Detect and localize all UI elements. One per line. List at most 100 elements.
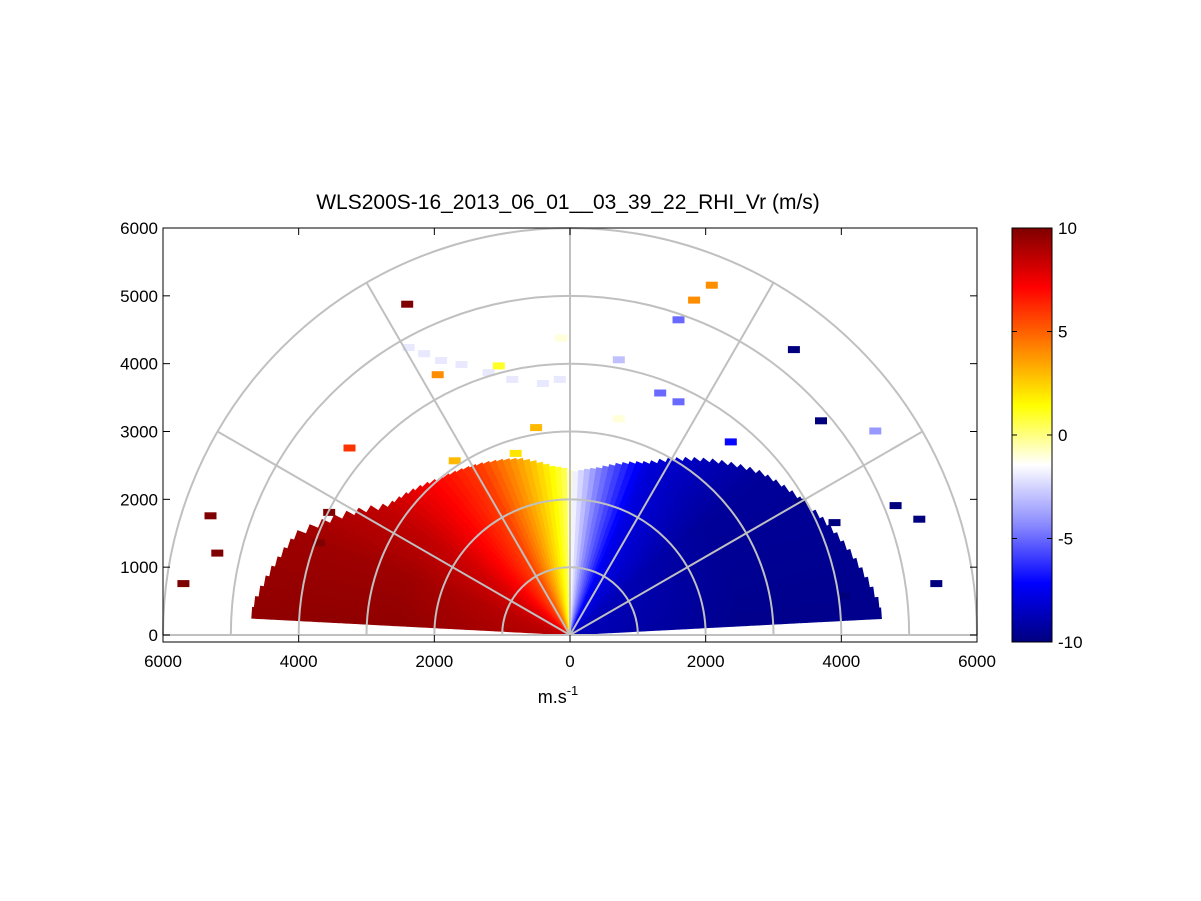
field-cell (731, 619, 740, 627)
field-cell (751, 611, 760, 620)
field-cell (274, 556, 283, 569)
field-cell (542, 463, 550, 468)
x-axis-label-base: m.s (538, 687, 567, 707)
field-cell (554, 466, 562, 474)
field-cell (564, 532, 569, 541)
field-cell (671, 625, 679, 631)
scatter-point (869, 427, 882, 435)
azimuth-spoke (569, 430, 923, 636)
field-cell (572, 485, 579, 494)
field-cell (346, 607, 355, 617)
scatter-point (612, 415, 625, 423)
field-cell (777, 600, 786, 610)
scatter-point (492, 362, 505, 370)
scatter-point (402, 344, 415, 352)
field-cell (551, 485, 558, 494)
scatter-point (177, 580, 190, 588)
field-cell (806, 613, 815, 623)
field-cell (319, 604, 328, 615)
field-cell (596, 631, 605, 634)
scatter-point (343, 444, 356, 452)
field-cell (571, 512, 577, 521)
field-cell (571, 519, 577, 527)
field-cell (258, 607, 267, 620)
field-cell (723, 609, 732, 617)
colorbar-gradient (1011, 227, 1053, 643)
field-cell (278, 609, 287, 621)
field-cell (657, 626, 666, 631)
colorbar-tick-label: -10 (1058, 633, 1083, 652)
field-cell (251, 606, 260, 620)
field-cell (544, 473, 552, 482)
colorbar: 10 5 0 -5 -10 (1011, 219, 1083, 652)
field-cell (378, 503, 388, 514)
field-cell (825, 602, 834, 613)
scatter-point (313, 539, 325, 547)
y-tick-label: 2000 (120, 490, 158, 509)
field-cell (560, 533, 566, 541)
field-cell (285, 599, 295, 612)
field-cell (758, 617, 767, 626)
field-cell (792, 614, 801, 624)
field-cell (271, 608, 280, 621)
field-cell (572, 471, 579, 473)
scatter-point (889, 502, 902, 510)
scatter-point (913, 515, 926, 523)
field-cell (691, 623, 700, 629)
field-cell (386, 618, 395, 627)
field-cell (577, 485, 584, 494)
field-cell (354, 600, 363, 610)
field-cell (325, 613, 334, 623)
field-cell (826, 611, 835, 622)
scatter-point (401, 300, 414, 308)
colorbar-ticks: 10 5 0 -5 -10 (1012, 219, 1083, 652)
velocity-field (251, 456, 882, 636)
scatter-point (612, 356, 625, 364)
field-cell (379, 618, 388, 626)
field-cell (536, 461, 544, 469)
field-cell (572, 478, 579, 487)
scatter-point (672, 316, 685, 324)
field-cell (373, 617, 382, 626)
field-cell (332, 613, 341, 624)
field-cell (373, 610, 382, 619)
field-cell (650, 626, 659, 632)
field-cell (393, 613, 403, 621)
field-cell (563, 512, 569, 521)
y-tick-label: 3000 (120, 423, 158, 442)
scatter-point (555, 334, 568, 342)
field-cell (578, 469, 585, 474)
field-cell (346, 615, 355, 624)
field-cell (737, 607, 746, 615)
scatter-point (815, 417, 827, 425)
field-cell (589, 467, 597, 475)
x-axis-label: m.s-1 (538, 683, 579, 707)
field-cell (819, 612, 828, 623)
field-cell (312, 612, 321, 623)
field-cell (562, 505, 569, 514)
field-cell (420, 621, 429, 628)
x-tick-label: 4000 (280, 652, 318, 671)
field-cell (799, 613, 808, 624)
field-cell (502, 458, 511, 465)
azimuth-spoke (365, 282, 571, 636)
field-cell (280, 547, 285, 559)
field-cell (558, 505, 564, 514)
field-cell (791, 606, 801, 616)
field-cell (718, 621, 727, 628)
field-cell (779, 615, 788, 625)
field-cell (616, 629, 625, 633)
y-tick-label: 1000 (120, 558, 158, 577)
field-cell (571, 505, 578, 514)
field-cell (555, 472, 563, 480)
field-cell (306, 602, 315, 613)
field-cell (572, 471, 579, 480)
field-cell (263, 575, 271, 588)
x-axis: 6000 4000 2000 0 2000 4000 6000 (144, 228, 996, 671)
field-cell (684, 624, 693, 630)
scatter-point (530, 424, 543, 432)
azimuth-spoke (569, 282, 775, 636)
field-cell (563, 526, 569, 534)
scatter-point (705, 281, 718, 289)
field-cell (711, 621, 720, 628)
